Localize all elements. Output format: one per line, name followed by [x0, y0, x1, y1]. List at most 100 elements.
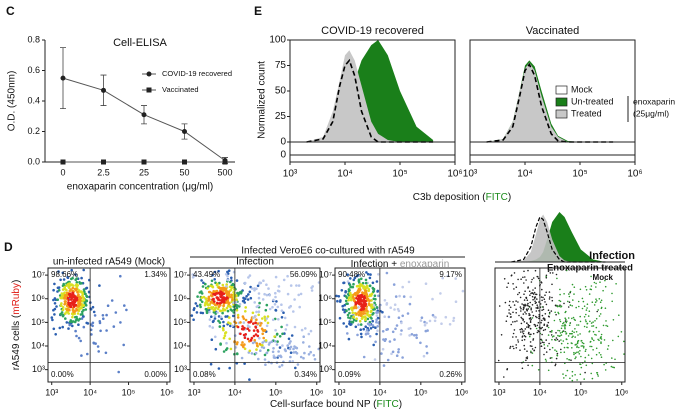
density-dot [595, 298, 597, 301]
density-dot [241, 325, 244, 328]
density-dot [53, 307, 57, 311]
density-dot [283, 316, 287, 320]
density-dot [556, 338, 559, 341]
density-dot [222, 320, 225, 324]
x-tick-label: 10⁴ [517, 169, 532, 180]
density-dot [554, 349, 556, 351]
density-dot [345, 325, 348, 328]
density-dot [508, 309, 510, 311]
density-dot [297, 284, 301, 287]
density-dot [62, 278, 66, 281]
density-dot [531, 295, 534, 298]
group-title: Infected VeroE6 co-cultured with rA549 [241, 246, 415, 257]
density-dot [347, 316, 350, 319]
density-dot [252, 334, 256, 338]
density-dot [510, 323, 512, 326]
density-dot [61, 271, 65, 275]
density-dot [106, 304, 110, 308]
density-dot [371, 286, 375, 290]
density-dot [387, 315, 391, 319]
density-dot [357, 306, 360, 309]
density-dot [350, 322, 353, 326]
density-dot [218, 281, 221, 285]
plot-frame [189, 267, 321, 383]
legend-label: Mock [571, 84, 593, 94]
density-dot [548, 298, 551, 300]
density-dot [292, 351, 296, 354]
density-dot [385, 303, 389, 306]
density-dot [255, 287, 258, 291]
density-dot [210, 279, 214, 283]
density-dot [596, 372, 598, 374]
density-dot [559, 288, 561, 291]
density-dot [56, 298, 59, 302]
density-dot [77, 336, 81, 340]
density-dot [343, 303, 347, 307]
density-dot [207, 295, 211, 299]
density-dot [244, 310, 247, 313]
density-dot [509, 313, 512, 315]
density-dot [262, 279, 265, 283]
density-dot [564, 320, 567, 322]
density-dot [360, 277, 363, 281]
density-dot [62, 313, 65, 317]
density-dot [192, 318, 195, 322]
density-dot [257, 304, 260, 308]
density-dot [604, 279, 606, 282]
density-dot [541, 314, 544, 317]
density-dot [65, 321, 69, 324]
series-label: Infection [589, 250, 635, 262]
density-dot [293, 298, 296, 301]
density-dot [359, 332, 363, 336]
histogram-area [511, 214, 606, 262]
density-dot [222, 307, 225, 311]
density-dot [277, 285, 281, 288]
density-dot [534, 302, 537, 305]
marker [60, 75, 66, 81]
density-dot [569, 290, 572, 293]
density-dot [242, 317, 246, 320]
y-tick-label: 0.2 [27, 126, 40, 136]
density-dot [364, 281, 368, 285]
density-dot [85, 294, 88, 298]
y-tick-label: 10⁵ [318, 317, 332, 327]
density-dot [506, 315, 509, 318]
density-dot [219, 309, 223, 313]
density-dot [569, 332, 571, 335]
density-dot [263, 292, 266, 296]
density-dot [351, 308, 354, 312]
density-dot [515, 344, 517, 346]
density-dot [588, 310, 591, 313]
density-dot [211, 326, 214, 329]
y-tick-label: 10⁶ [318, 293, 332, 303]
marker [182, 159, 187, 165]
density-dot [598, 298, 601, 300]
density-dot [85, 321, 88, 325]
density-dot [295, 284, 298, 287]
density-dot [270, 340, 274, 344]
density-dot [271, 305, 274, 309]
density-dot [74, 329, 77, 333]
density-dot [507, 282, 510, 285]
density-dot [278, 365, 281, 369]
density-dot [529, 335, 531, 338]
density-dot [590, 322, 593, 324]
density-dot [235, 352, 239, 355]
density-dot [346, 332, 349, 335]
density-dot [521, 331, 524, 333]
density-dot [419, 319, 423, 322]
density-dot [397, 350, 400, 354]
density-dot [198, 303, 202, 307]
density-dot [60, 304, 63, 307]
density-dot [590, 357, 593, 360]
density-dot [530, 333, 532, 336]
density-dot [544, 358, 547, 361]
density-dot [224, 273, 228, 276]
density-dot [122, 343, 125, 347]
density-dot [579, 363, 581, 365]
density-dot [228, 316, 231, 319]
density-dot [391, 350, 395, 354]
density-dot [381, 347, 385, 351]
density-dot [215, 283, 219, 287]
